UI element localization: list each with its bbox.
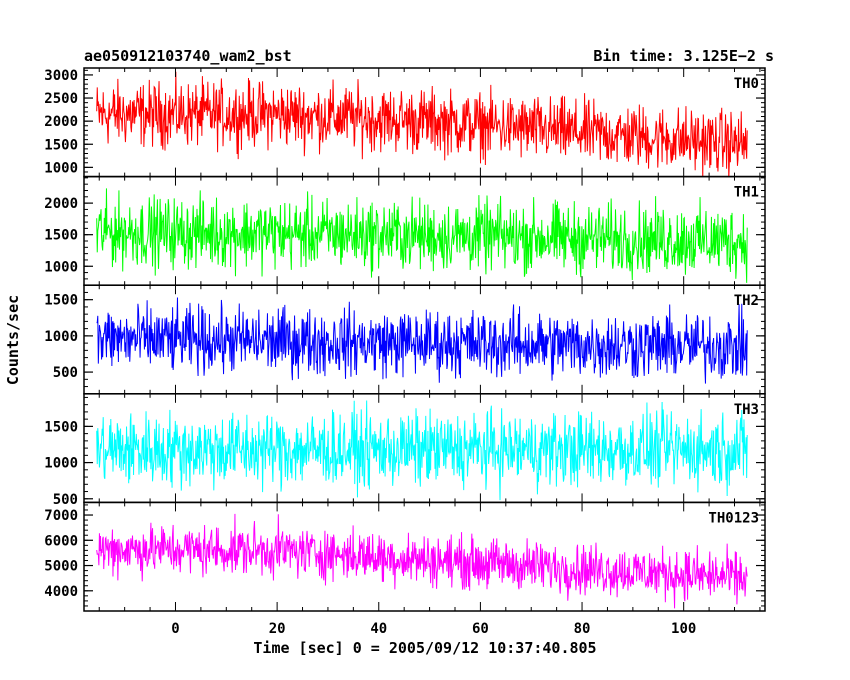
- series-line-th1: [96, 188, 748, 283]
- x-axis: 0 20 40 60 80 100: [171, 621, 696, 637]
- panel-label-th0: TH0: [734, 76, 759, 92]
- y-tick-label: 1000: [44, 259, 78, 275]
- y-tick-label: 2000: [44, 114, 78, 130]
- panel-th0123: 4000 5000 6000 7000 TH0123: [44, 501, 766, 612]
- y-tick-label: 1500: [44, 419, 78, 435]
- x-tick-label: 20: [269, 621, 286, 637]
- x-tick-label: 40: [370, 621, 387, 637]
- y-axis-label: Counts/sec: [4, 295, 22, 385]
- panel-label-th2: TH2: [734, 293, 759, 309]
- y-tick-label: 2500: [44, 91, 78, 107]
- panel-label-th0123: TH0123: [708, 510, 759, 526]
- y-tick-label: 1000: [44, 329, 78, 345]
- y-tick-label: 3000: [44, 68, 78, 84]
- y-tick-label: 500: [53, 365, 78, 381]
- series-line-th2: [96, 297, 748, 384]
- x-tick-label: 80: [574, 621, 591, 637]
- panel-th2: 500 1000 1500 TH2: [44, 284, 766, 395]
- series-line-th0: [96, 71, 748, 177]
- x-axis-label: Time [sec] 0 = 2005/09/12 10:37:40.805: [253, 639, 596, 657]
- x-tick-label: 0: [171, 621, 179, 637]
- panel-label-th1: TH1: [734, 185, 759, 201]
- x-tick-label: 100: [671, 621, 696, 637]
- y-tick-label: 2000: [44, 196, 78, 212]
- panel-frame: [83, 501, 766, 612]
- y-tick-label: 500: [53, 492, 78, 508]
- x-tick-label: 60: [472, 621, 489, 637]
- series-line-th3: [96, 400, 748, 501]
- y-tick-label: 4000: [44, 584, 78, 600]
- y-tick-label: 1500: [44, 293, 78, 309]
- y-tick-label: 5000: [44, 559, 78, 575]
- y-tick-label: 1000: [44, 456, 78, 472]
- y-tick-label: 1500: [44, 137, 78, 153]
- panel-th0: 1000 1500 2000 2500 3000 TH0: [44, 67, 766, 178]
- series-line-th0123: [96, 513, 748, 609]
- panel-th1: 1000 1500 2000 TH1: [44, 175, 766, 286]
- chart-title-left: ae050912103740_wam2_bst: [84, 47, 292, 65]
- panel-label-th3: TH3: [734, 402, 759, 418]
- panels-group: 1000 1500 2000 2500 3000 TH0 1000 1500 2000 TH1 50…: [44, 67, 766, 612]
- y-tick-label: 7000: [44, 508, 78, 524]
- y-tick-label: 6000: [44, 533, 78, 549]
- chart-title-right: Bin time: 3.125E−2 s: [593, 47, 774, 65]
- y-tick-label: 1000: [44, 160, 78, 176]
- y-tick-label: 1500: [44, 228, 78, 244]
- panel-th3: 500 1000 1500 TH3: [44, 393, 766, 508]
